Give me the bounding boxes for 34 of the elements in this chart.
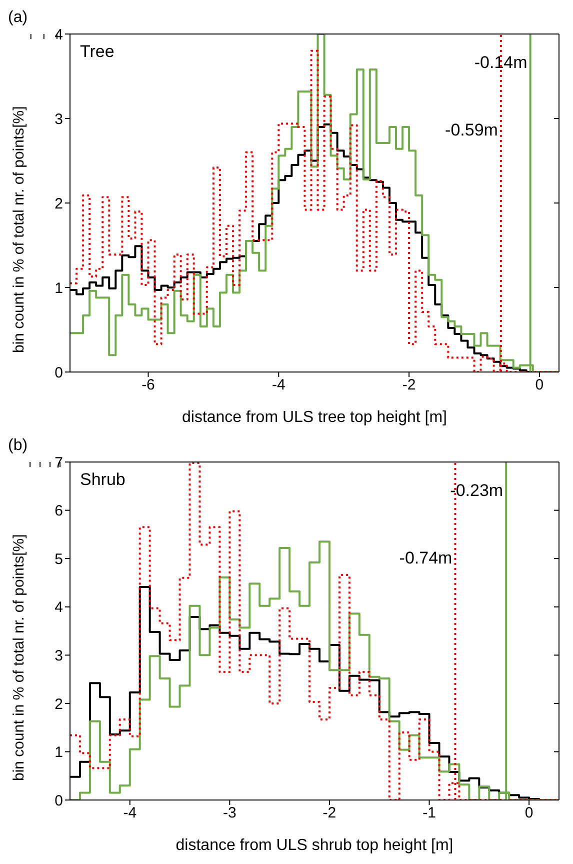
x-axis-title: distance from ULS shrub top height [m] [176, 837, 454, 854]
ref-line-label: -0.74m [399, 548, 452, 568]
chart-title: (a) [8, 8, 29, 28]
x-tick-label: 0 [524, 804, 534, 822]
x-tick-label: -3 [223, 804, 236, 822]
y-tick-label: 5 [54, 550, 63, 568]
y-axis-title: bin count in % of total nr. of points[%] [10, 106, 28, 353]
y-tick-label: 1 [54, 744, 63, 762]
y-tick-label: 3 [54, 110, 63, 128]
x-tick-label: -2 [322, 804, 336, 822]
y-tick-label: 6 [54, 502, 63, 520]
y-tick-label: 2 [54, 696, 63, 713]
ref-line-label: -0.14m [474, 52, 528, 72]
y-tick-label: 2 [54, 195, 63, 212]
chart-title: (b) [8, 436, 29, 456]
ref-line-label: -0.59m [445, 120, 498, 140]
x-tick-label: -2 [402, 376, 416, 394]
annotation: Shrub [80, 470, 126, 490]
x-tick-label: 0 [535, 376, 544, 394]
y-tick-label: 4 [54, 26, 63, 44]
x-tick-label: -6 [142, 376, 155, 394]
y-tick-label: 3 [54, 647, 63, 664]
y-tick-label: 4 [54, 599, 63, 616]
y-tick-label: 1 [54, 280, 63, 297]
x-tick-label: -4 [123, 804, 137, 822]
x-axis-title: distance from ULS tree top height [m] [182, 409, 448, 426]
x-tick-label: -1 [422, 804, 436, 822]
y-tick-label: 0 [54, 792, 63, 810]
y-axis-title: bin count in % of total nr. of points[%] [10, 534, 28, 781]
annotation: Tree [80, 42, 114, 62]
y-tick-label: 7 [54, 454, 63, 472]
ref-line-label: -0.23m [450, 480, 504, 500]
x-tick-label: -4 [272, 376, 286, 394]
y-tick-label: 0 [54, 364, 63, 382]
